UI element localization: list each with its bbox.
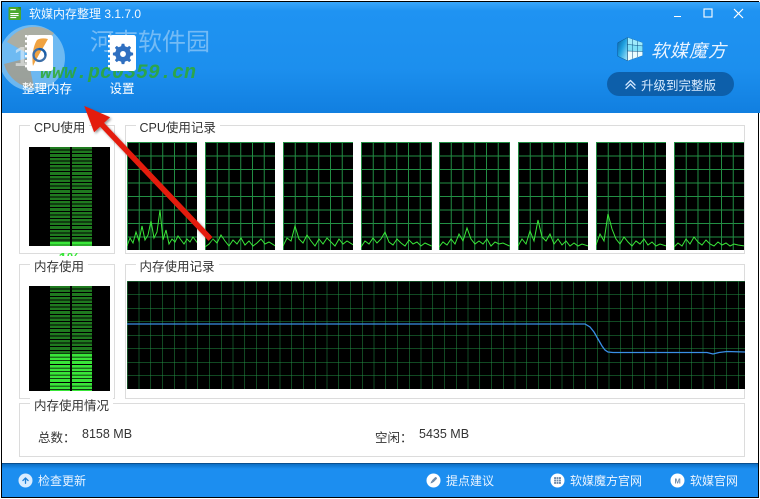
svg-text:M: M [674,476,680,485]
